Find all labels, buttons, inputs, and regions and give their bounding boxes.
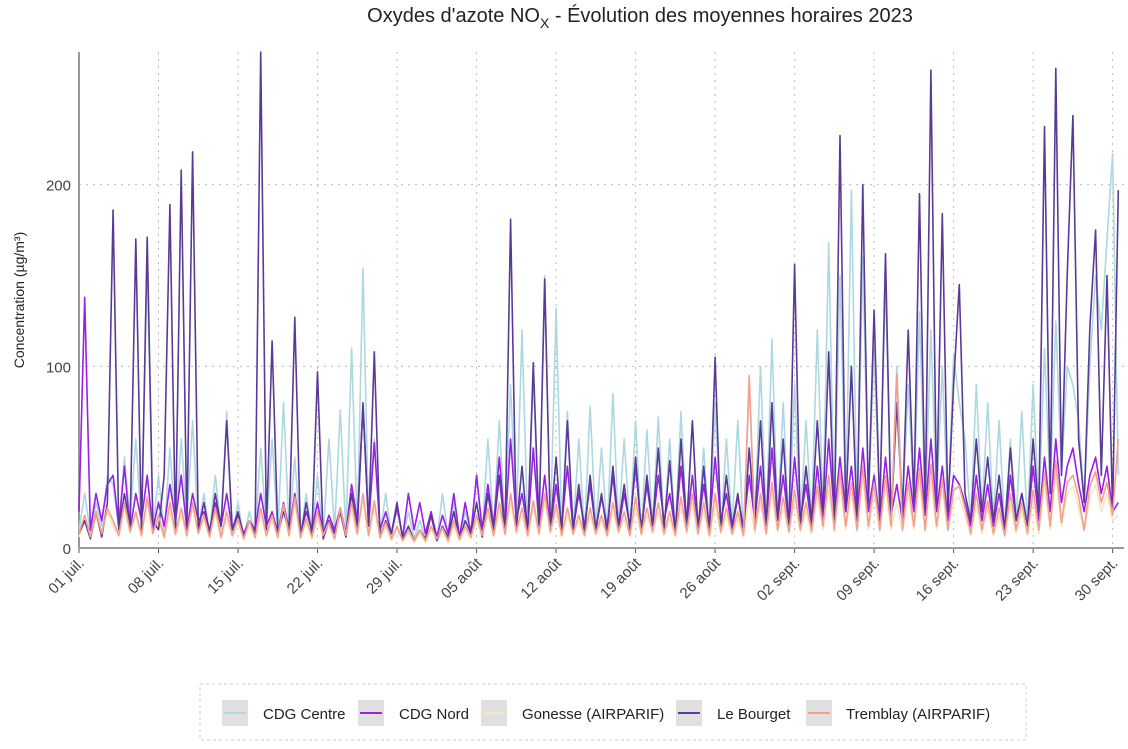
x-tick-label: 12 août xyxy=(517,554,565,602)
x-tick-label: 08 juil. xyxy=(125,555,168,598)
x-tick-label: 23 sept. xyxy=(992,555,1042,605)
x-tick-label: 01 juil. xyxy=(45,555,88,598)
legend-box xyxy=(199,683,1027,741)
title-main: Oxydes d'azote NO xyxy=(367,5,540,27)
series-line xyxy=(78,152,1120,542)
x-tick-label: 02 sept. xyxy=(754,555,804,605)
y-tick-label: 0 xyxy=(63,541,71,558)
x-tick-label: 16 sept. xyxy=(913,555,963,605)
x-tick-label: 19 août xyxy=(597,554,645,602)
title-subscript: X xyxy=(540,15,550,31)
x-tick-label: 09 sept. xyxy=(833,555,883,605)
y-tick-label: 100 xyxy=(46,359,71,376)
legend-label: Tremblay (AIRPARIF) xyxy=(846,706,990,723)
legend-label: Le Bourget xyxy=(717,706,791,723)
title-rest: - Évolution des moyennes horaires 2023 xyxy=(549,4,913,27)
legend-label: CDG Centre xyxy=(263,706,346,723)
y-tick-label: 200 xyxy=(46,178,71,195)
x-tick-label: 22 juil. xyxy=(284,555,327,598)
series-line xyxy=(78,51,1120,542)
x-tick-label: 05 août xyxy=(438,554,486,602)
x-tick-label: 26 août xyxy=(677,554,725,602)
y-axis-label: Concentration (µg/m³) xyxy=(11,232,27,368)
legend-label: Gonesse (AIRPARIF) xyxy=(522,706,664,723)
chart-title: Oxydes d'azote NOX - Évolution des moyen… xyxy=(367,4,913,31)
x-tick-label: 30 sept. xyxy=(1072,555,1122,605)
legend-label: CDG Nord xyxy=(399,706,469,723)
x-tick-label: 15 juil. xyxy=(204,555,247,598)
series-line xyxy=(78,372,1120,542)
x-tick-label: 29 juil. xyxy=(363,555,406,598)
